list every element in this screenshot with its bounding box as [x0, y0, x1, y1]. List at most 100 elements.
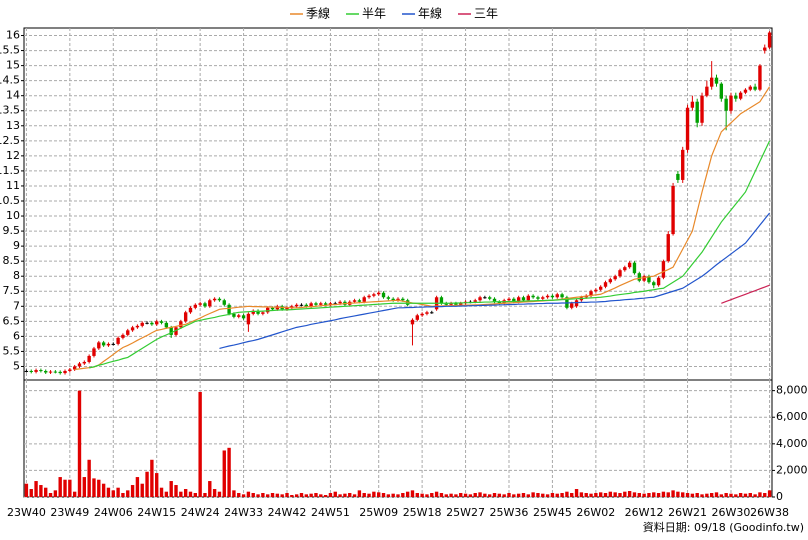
volume-bar — [179, 491, 183, 497]
candle-body — [536, 297, 540, 299]
volume-bar — [377, 492, 381, 497]
volume-bar — [256, 494, 260, 497]
candle-body — [545, 295, 550, 298]
volume-bar — [150, 459, 154, 497]
candle-body — [304, 304, 308, 307]
x-tick-label: 25W18 — [403, 506, 442, 519]
y-tick-label: 15.5 — [0, 44, 20, 57]
volume-bar — [381, 493, 386, 497]
x-tick-label: 25W36 — [490, 506, 529, 519]
volume-bar — [135, 477, 140, 497]
candle-body — [241, 315, 246, 319]
candle-body — [198, 303, 202, 305]
candle-body — [541, 297, 545, 299]
candle-body — [656, 277, 661, 286]
candle-body — [266, 307, 270, 313]
y-tick-label: 10.5 — [0, 194, 20, 207]
candle-body — [256, 310, 260, 314]
candle-body — [203, 303, 207, 307]
candle-body — [652, 282, 656, 286]
candle-body — [666, 234, 670, 262]
candle-body — [140, 322, 144, 326]
candle-body — [285, 307, 289, 310]
volume-bar — [270, 493, 275, 497]
candle-body — [444, 303, 448, 305]
volume-bar — [275, 493, 280, 497]
volume-bar — [468, 494, 473, 497]
candle-body — [150, 322, 154, 325]
x-tick-label: 26W30 — [712, 506, 751, 519]
y-tick-label: 13 — [6, 119, 20, 132]
candle-body — [526, 295, 530, 301]
legend-label: 半年 — [362, 7, 386, 21]
volume-bar — [753, 494, 757, 497]
volume-bar — [550, 493, 555, 497]
y2-tick-label: 0 — [776, 490, 783, 503]
candle-body — [386, 297, 391, 299]
candle-body — [497, 301, 502, 304]
candle-body — [372, 294, 376, 296]
volume-bar — [478, 492, 482, 497]
candle-body — [598, 286, 603, 290]
volume-bar — [348, 493, 352, 497]
volume-bar — [401, 493, 405, 497]
y-tick-label: 9 — [13, 239, 20, 252]
volume-bar — [608, 491, 613, 497]
candle-body — [63, 370, 67, 374]
volume-bar — [314, 493, 318, 497]
volume-bar — [333, 491, 337, 497]
candle-body — [430, 312, 434, 314]
volume-bar — [719, 494, 724, 497]
candle-body — [753, 86, 757, 90]
y-tick-label: 15 — [6, 59, 20, 72]
candle-body — [333, 303, 337, 305]
candle-body — [34, 370, 38, 372]
volume-bar — [44, 487, 48, 497]
volume-bar — [598, 492, 603, 497]
candle-body — [251, 310, 255, 314]
candle-body — [512, 298, 516, 302]
candle-body — [164, 322, 169, 328]
candle-body — [116, 337, 120, 344]
candle-body — [232, 313, 236, 317]
volume-bar — [101, 483, 106, 497]
candle-body — [425, 312, 429, 314]
ma-line — [721, 284, 770, 304]
volume-bar — [589, 493, 593, 497]
x-tick-label: 24W24 — [181, 506, 220, 519]
y-tick-label: 11.5 — [0, 164, 20, 177]
volume-bar — [232, 490, 236, 497]
candle-body — [613, 276, 617, 280]
candle-body — [570, 303, 574, 308]
volume-bar — [58, 477, 62, 497]
candle-body — [155, 321, 159, 325]
volume-bar — [473, 493, 477, 497]
volume-bar — [372, 491, 376, 497]
volume-bar — [763, 493, 767, 497]
x-tick-label: 26W21 — [668, 506, 707, 519]
volume-bar — [454, 494, 458, 497]
candle-body — [734, 95, 738, 99]
volume-bar — [222, 450, 226, 497]
candle-body — [637, 273, 641, 281]
ma-line — [219, 212, 771, 349]
volume-bar — [681, 492, 685, 497]
volume-bar — [632, 492, 637, 497]
volume-bar — [507, 493, 511, 497]
candle-body — [714, 77, 719, 84]
candle-body — [478, 297, 482, 301]
candle-body — [299, 304, 304, 306]
volume-bar — [396, 494, 400, 497]
volume-bar — [72, 491, 77, 497]
volume-bar — [410, 490, 415, 497]
volume-bar — [82, 477, 87, 497]
volume-bar — [68, 479, 72, 497]
candle-body — [126, 330, 130, 335]
candle-body — [459, 303, 463, 305]
candle-body — [516, 297, 521, 302]
x-tick-label: 25W09 — [359, 506, 398, 519]
volume-bar — [521, 493, 526, 497]
volume-bar — [734, 494, 738, 497]
volume-bar — [743, 493, 748, 497]
